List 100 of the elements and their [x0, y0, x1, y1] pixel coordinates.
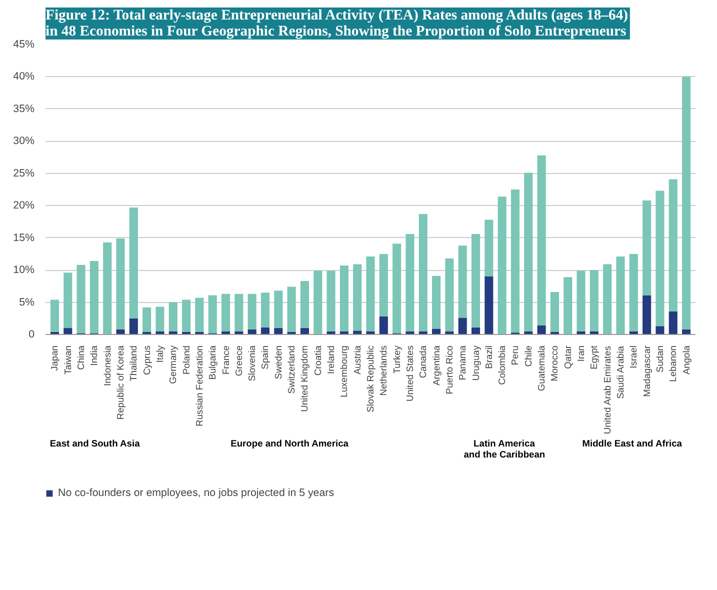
bar: [64, 328, 72, 334]
bar: [629, 254, 638, 332]
bar: [221, 294, 230, 332]
x-tick-label: Germany: [168, 345, 178, 384]
bar: [366, 256, 375, 332]
x-tick-label: Indonesia: [102, 344, 112, 386]
bar: [484, 220, 494, 276]
x-tick-label: Russian Federation: [194, 345, 204, 426]
bar: [260, 327, 270, 334]
bar: [116, 238, 125, 330]
bar: [524, 172, 533, 332]
x-tick-label: Saudi Arabia: [616, 345, 626, 399]
bar: [234, 294, 244, 332]
text: East and South Asia: [50, 438, 141, 449]
bar: [379, 316, 388, 334]
bar: [656, 326, 664, 334]
x-tick-label: Netherlands: [378, 345, 389, 396]
bar: [195, 298, 204, 332]
x-tick-label: Peru: [510, 345, 520, 366]
x-tick-label: Thailand: [128, 345, 139, 382]
bar: [129, 318, 138, 334]
bar: [168, 302, 178, 332]
x-tick-label: Guatemala: [536, 344, 547, 392]
x-tick-label: China: [76, 344, 86, 370]
bar: [590, 270, 598, 332]
x-tick-label: Puerto Rico: [444, 345, 454, 394]
y-tick-label: 10%: [13, 264, 36, 276]
x-tick-label: India: [89, 344, 100, 366]
bar: [484, 276, 494, 334]
bar: [64, 272, 72, 328]
bar: [379, 254, 388, 316]
bar: [248, 294, 256, 330]
text: Middle East and Africa: [582, 438, 683, 449]
x-tick-label: Morocco: [550, 345, 560, 382]
x-tick-label: Angola: [681, 344, 692, 375]
bar: [656, 190, 664, 326]
x-tick-label: Austria: [352, 344, 362, 375]
x-tick-label: Italy: [154, 345, 165, 363]
y-tick-label: 5%: [19, 296, 36, 308]
text: Latin America and the Caribbean: [464, 438, 546, 460]
bar: [642, 295, 652, 334]
x-tick-label: Chile: [523, 345, 534, 367]
y-tick-label: 15%: [13, 232, 36, 244]
x-tick-label: United States: [404, 345, 415, 402]
bar: [445, 258, 454, 332]
bar: [103, 242, 112, 334]
text: Europe and North America: [230, 438, 350, 449]
bar: [682, 76, 691, 330]
bar: [340, 266, 348, 332]
bar: [406, 234, 414, 332]
bar: [287, 286, 296, 332]
bar: [576, 270, 586, 332]
bar: [300, 281, 309, 328]
bar: [274, 328, 283, 334]
y-tick-label: 45%: [13, 38, 36, 50]
x-tick-label: Luxembourg: [339, 345, 350, 398]
x-tick-label: Israel: [628, 346, 639, 368]
y-tick-label: 35%: [13, 102, 36, 115]
bar: [260, 292, 270, 328]
x-tick-label: Turkey: [392, 345, 402, 374]
y-tick-label: 0: [28, 328, 35, 340]
bar: [314, 270, 322, 334]
chart-title: Figure 12: Total early-stage Entrepreneurial Activity (TEA) Rates among Adults (ages 18–64) in 48 Economies in Four Geographic Regions, Showing the Proportion of Solo Entrepreneurs: [46, 8, 628, 40]
bar: [274, 290, 283, 328]
x-tick-label: Poland: [181, 346, 192, 375]
x-tick-label: Croatia: [312, 344, 323, 376]
x-tick-label: France: [220, 345, 231, 375]
bar: [353, 330, 362, 334]
bar: [668, 311, 678, 334]
x-tick-label: United Arab Emirates: [602, 346, 612, 434]
x-tick-label: Japan: [50, 345, 60, 371]
x-tick-label: United Kingdom: [300, 345, 310, 412]
bar: [353, 264, 362, 331]
x-tick-label: Argentina: [431, 344, 442, 386]
x-tick-label: Qatar: [562, 345, 573, 369]
bar: [300, 328, 309, 334]
bar: [458, 246, 467, 318]
bar: [471, 327, 480, 334]
x-tick-label: Panama: [458, 344, 468, 380]
bar: [432, 328, 441, 334]
bar: [471, 234, 480, 328]
x-tick-label: Colombia: [497, 344, 508, 385]
x-tick-label: Iran: [576, 345, 586, 362]
bar: [392, 244, 402, 334]
bar: [616, 256, 625, 334]
bar: [498, 196, 506, 334]
x-tick-label: Egypt: [589, 345, 600, 370]
bar: [208, 295, 217, 334]
bar: [537, 155, 546, 326]
x-tick-label: Republic of Korea: [116, 344, 126, 420]
bar: [76, 264, 86, 334]
bar: [418, 214, 428, 332]
y-tick-label: 30%: [13, 135, 36, 148]
bar: [642, 200, 652, 296]
x-tick-label: Switzerland: [286, 346, 297, 394]
bar: [537, 325, 546, 334]
x-tick-label: Sudan: [654, 345, 665, 372]
bar: [668, 179, 678, 312]
bar: [326, 270, 336, 332]
bar: [116, 329, 125, 334]
